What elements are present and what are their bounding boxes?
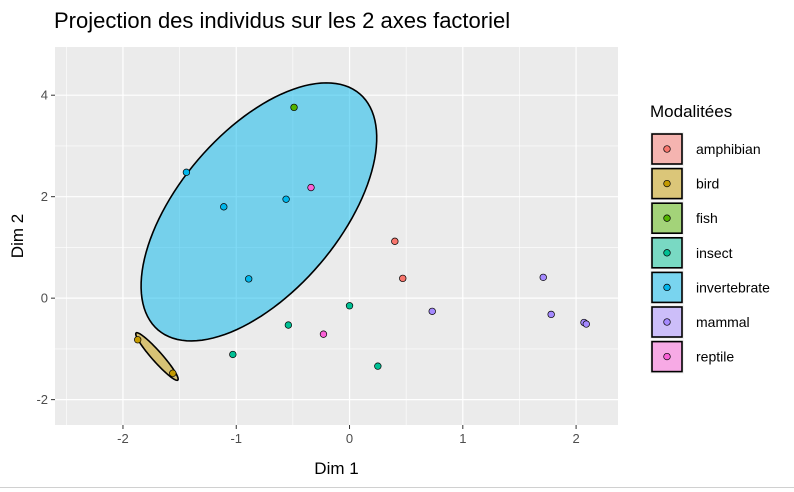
legend-item-bird: bird (650, 166, 719, 201)
point-amphibian (391, 237, 399, 245)
legend-label-insect: insect (696, 245, 733, 261)
point-invertebrate (245, 275, 253, 283)
x-tick-label: -1 (230, 431, 242, 446)
data-points (134, 103, 590, 377)
legend-point-fish (663, 214, 671, 222)
x-tick-label: 0 (346, 431, 353, 446)
x-tick-label: 2 (572, 431, 579, 446)
legend-label-invertebrate: invertebrate (696, 279, 770, 295)
legend-label-reptile: reptile (696, 349, 734, 365)
ellipse-bird (134, 331, 179, 382)
y-tick-label: 0 (41, 291, 48, 306)
legend-key-reptile (651, 340, 683, 373)
legend-item-mammal: mammal (650, 305, 750, 339)
legend-item-insect: insect (650, 235, 733, 270)
point-insect (345, 302, 354, 310)
legend: amphibian bird fish insect invertebrate mamma… (650, 132, 770, 374)
y-tick-label: -2 (36, 392, 48, 407)
point-reptile (307, 183, 315, 192)
legend-point-reptile (663, 352, 671, 361)
y-tick-label: 2 (41, 189, 48, 204)
legend-label-amphibian: amphibian (696, 141, 761, 157)
point-insect (374, 362, 382, 370)
axis-ticks: -2 -1 0 1 2 -2 0 2 4 (36, 88, 579, 446)
legend-label-fish: fish (696, 210, 718, 226)
point-mammal (539, 273, 547, 282)
point-mammal (582, 320, 590, 328)
point-amphibian (399, 274, 407, 283)
x-axis-title: Dim 1 (314, 459, 358, 478)
legend-point-mammal (663, 318, 671, 326)
legend-point-bird (663, 179, 671, 188)
legend-label-bird: bird (696, 176, 719, 192)
legend-key-amphibian (651, 133, 683, 165)
legend-key-bird (651, 167, 683, 200)
point-bird (134, 336, 142, 344)
point-fish (290, 103, 298, 112)
point-reptile (319, 330, 328, 338)
legend-point-invertebrate (663, 283, 671, 292)
point-insect (284, 321, 293, 329)
legend-item-amphibian: amphibian (650, 132, 761, 166)
bottom-divider (0, 487, 794, 488)
y-tick-label: 4 (41, 88, 48, 103)
point-invertebrate (182, 168, 191, 176)
legend-point-amphibian (663, 145, 671, 153)
chart-title: Projection des individus sur les 2 axes … (54, 8, 510, 33)
point-invertebrate (282, 195, 290, 203)
ellipse-invertebrate (140, 82, 378, 342)
point-insect (229, 350, 237, 359)
x-tick-label: 1 (459, 431, 466, 446)
legend-label-mammal: mammal (696, 314, 750, 330)
legend-title: Modalitées (650, 102, 732, 121)
point-bird (169, 369, 177, 377)
legend-item-invertebrate: invertebrate (650, 270, 770, 305)
y-axis-title: Dim 2 (8, 214, 27, 258)
legend-item-fish: fish (650, 201, 718, 236)
legend-item-reptile: reptile (650, 339, 734, 374)
point-mammal (428, 307, 436, 315)
legend-point-insect (663, 249, 671, 257)
point-invertebrate (220, 203, 228, 211)
x-tick-label: -2 (117, 431, 129, 446)
point-mammal (547, 310, 555, 319)
